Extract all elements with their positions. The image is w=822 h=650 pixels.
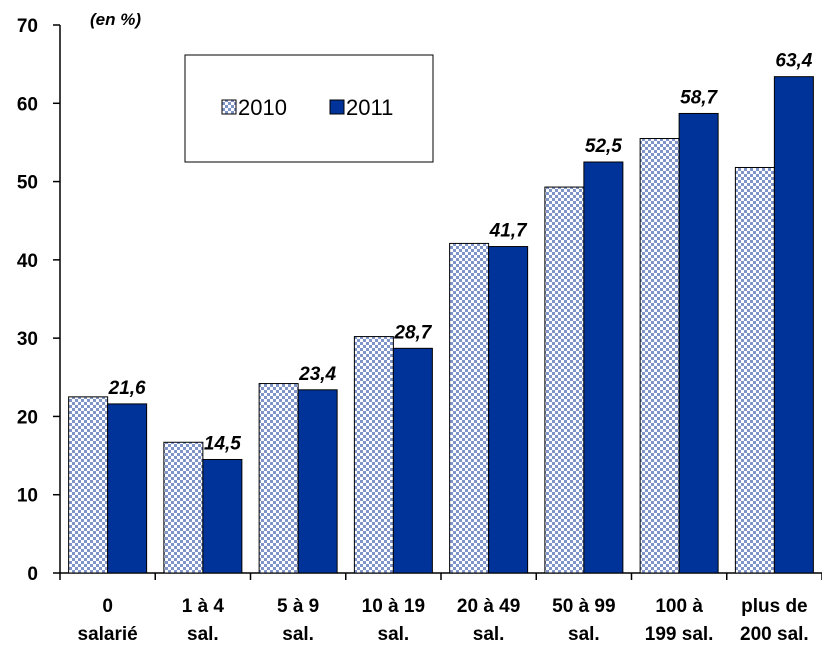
legend-swatch-2011 — [329, 99, 345, 115]
data-label-2011: 14,5 — [204, 433, 241, 454]
bar-2010 — [353, 336, 394, 574]
x-category-label-line2: sal. — [378, 624, 410, 645]
bar-2010 — [68, 396, 109, 574]
data-label-2011: 21,6 — [108, 378, 146, 399]
data-label-2011: 41,7 — [489, 221, 528, 242]
legend-label-2011: 2011 — [346, 95, 393, 120]
y-tick-label: 60 — [17, 94, 38, 115]
bar-2010 — [544, 186, 585, 574]
y-tick-label: 0 — [27, 564, 38, 585]
data-label-2011: 28,7 — [393, 322, 432, 343]
bar-2010 — [449, 242, 490, 574]
x-category-label-line1: 5 à 9 — [277, 596, 319, 617]
bar-2011 — [392, 347, 433, 574]
legend-swatch-2010 — [221, 99, 237, 115]
legend-label-2010: 2010 — [238, 95, 287, 120]
y-tick-label: 30 — [17, 329, 38, 350]
x-category-label-line2: sal. — [473, 624, 505, 645]
x-category-label-line1: 10 à 19 — [362, 596, 425, 617]
bar-2011 — [773, 76, 814, 574]
legend: 2010 2011 — [184, 54, 434, 163]
plot-area: 0 10 20 30 40 50 60 70 21,6 0 salarié 14,5 1 à 4 sal.… — [17, 16, 822, 645]
bar-2011 — [583, 161, 624, 574]
bar-2011 — [297, 389, 338, 574]
bar-2010 — [639, 138, 680, 574]
x-category-label-line2: 200 sal. — [740, 624, 809, 645]
x-category-label-line1: plus de — [741, 596, 808, 617]
x-category-label-line1: 1 à 4 — [182, 596, 225, 617]
data-label-2011: 58,7 — [680, 87, 718, 108]
bar-2011 — [678, 112, 719, 574]
data-label-2011: 52,5 — [585, 136, 622, 157]
unit-label: (en %) — [90, 10, 141, 29]
x-category-label-line2: salarié — [78, 624, 138, 645]
bar-2010 — [258, 383, 299, 574]
bar-2010 — [163, 441, 204, 574]
x-category-label-line1: 100 à — [655, 596, 703, 617]
bar-2011 — [202, 458, 243, 574]
bar-2011 — [488, 246, 529, 574]
data-label-2011: 23,4 — [298, 364, 336, 385]
data-label-2011: 63,4 — [775, 51, 812, 72]
x-category-label-line2: sal. — [282, 624, 314, 645]
y-tick-label: 40 — [17, 251, 38, 272]
x-category-label-line2: 199 sal. — [645, 624, 714, 645]
x-category-label-line1: 0 — [102, 596, 113, 617]
y-tick-label: 10 — [17, 486, 38, 507]
x-category-label-line1: 50 à 99 — [552, 596, 615, 617]
bar-2011 — [107, 403, 148, 574]
y-tick-label: 70 — [17, 16, 38, 37]
x-category-label-line2: sal. — [187, 624, 219, 645]
x-category-label-line2: sal. — [568, 624, 600, 645]
y-tick-label: 20 — [17, 407, 38, 428]
bar-2010 — [734, 166, 775, 574]
y-tick-label: 50 — [17, 173, 38, 194]
x-category-label-line1: 20 à 49 — [457, 596, 520, 617]
